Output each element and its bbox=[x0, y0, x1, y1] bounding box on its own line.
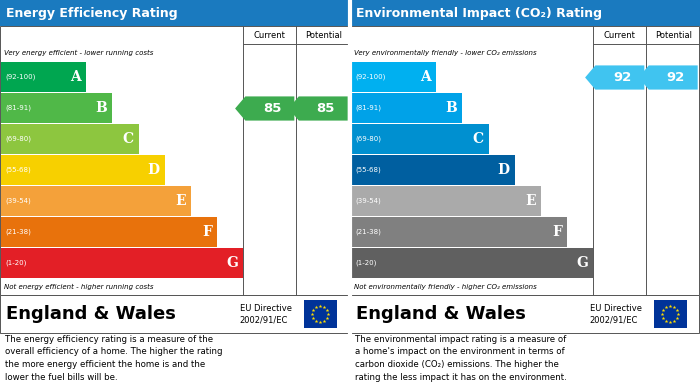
Text: (92-100): (92-100) bbox=[355, 74, 386, 80]
Text: C: C bbox=[122, 132, 134, 146]
Text: E: E bbox=[175, 194, 186, 208]
Text: D: D bbox=[148, 163, 160, 177]
Bar bbox=[0, 26, 349, 295]
Text: Energy Efficiency Rating: Energy Efficiency Rating bbox=[6, 7, 178, 20]
Text: (39-54): (39-54) bbox=[5, 197, 31, 204]
Text: EU Directive
2002/91/EC: EU Directive 2002/91/EC bbox=[589, 303, 642, 325]
Text: EU Directive
2002/91/EC: EU Directive 2002/91/EC bbox=[239, 303, 292, 325]
Text: B: B bbox=[446, 101, 458, 115]
Bar bbox=[654, 300, 687, 328]
Bar bbox=[350, 295, 699, 333]
Text: Not energy efficient - higher running costs: Not energy efficient - higher running co… bbox=[4, 284, 153, 290]
Bar bbox=[0, 0, 350, 26]
Text: Current: Current bbox=[254, 30, 286, 39]
Text: G: G bbox=[226, 256, 238, 270]
Bar bbox=[351, 124, 489, 154]
Text: A: A bbox=[421, 70, 431, 84]
Text: England & Wales: England & Wales bbox=[6, 305, 176, 323]
Text: The environmental impact rating is a measure of
a home's impact on the environme: The environmental impact rating is a mea… bbox=[355, 335, 567, 382]
Text: F: F bbox=[202, 225, 212, 239]
Text: 92: 92 bbox=[613, 71, 631, 84]
Text: G: G bbox=[576, 256, 588, 270]
Text: A: A bbox=[71, 70, 81, 84]
Polygon shape bbox=[585, 65, 644, 90]
Text: Environmental Impact (CO₂) Rating: Environmental Impact (CO₂) Rating bbox=[356, 7, 602, 20]
Bar bbox=[0, 295, 349, 333]
Text: (69-80): (69-80) bbox=[355, 136, 381, 142]
Bar bbox=[1, 186, 191, 215]
Text: (21-38): (21-38) bbox=[5, 228, 31, 235]
Bar bbox=[351, 62, 436, 91]
Text: 85: 85 bbox=[316, 102, 335, 115]
Bar bbox=[1, 248, 244, 278]
Text: (1-20): (1-20) bbox=[5, 260, 27, 266]
Text: Very energy efficient - lower running costs: Very energy efficient - lower running co… bbox=[4, 50, 153, 56]
Text: B: B bbox=[96, 101, 108, 115]
Text: The energy efficiency rating is a measure of the
overall efficiency of a home. T: The energy efficiency rating is a measur… bbox=[5, 335, 223, 382]
Bar bbox=[1, 124, 139, 154]
Polygon shape bbox=[235, 97, 294, 120]
Text: E: E bbox=[525, 194, 536, 208]
Polygon shape bbox=[288, 97, 348, 120]
Text: 85: 85 bbox=[263, 102, 281, 115]
Text: England & Wales: England & Wales bbox=[356, 305, 526, 323]
Bar bbox=[304, 300, 337, 328]
Bar bbox=[1, 217, 217, 246]
Bar bbox=[350, 0, 700, 26]
Bar bbox=[351, 93, 463, 122]
Polygon shape bbox=[638, 65, 698, 90]
Text: (39-54): (39-54) bbox=[355, 197, 381, 204]
Text: D: D bbox=[498, 163, 510, 177]
Bar bbox=[351, 217, 567, 246]
Text: (81-91): (81-91) bbox=[355, 104, 381, 111]
Text: F: F bbox=[552, 225, 562, 239]
Text: C: C bbox=[473, 132, 484, 146]
Text: (69-80): (69-80) bbox=[5, 136, 31, 142]
Text: (81-91): (81-91) bbox=[5, 104, 31, 111]
Text: Current: Current bbox=[604, 30, 636, 39]
Text: (55-68): (55-68) bbox=[5, 167, 31, 173]
Bar bbox=[1, 155, 164, 185]
Text: Potential: Potential bbox=[654, 30, 692, 39]
Text: (1-20): (1-20) bbox=[355, 260, 377, 266]
Bar bbox=[351, 155, 514, 185]
Bar bbox=[351, 186, 541, 215]
Text: (92-100): (92-100) bbox=[5, 74, 36, 80]
Text: (21-38): (21-38) bbox=[355, 228, 381, 235]
Text: Not environmentally friendly - higher CO₂ emissions: Not environmentally friendly - higher CO… bbox=[354, 284, 537, 290]
Text: (55-68): (55-68) bbox=[355, 167, 381, 173]
Text: Very environmentally friendly - lower CO₂ emissions: Very environmentally friendly - lower CO… bbox=[354, 50, 537, 56]
Bar bbox=[1, 93, 113, 122]
Bar bbox=[350, 26, 699, 295]
Text: 92: 92 bbox=[666, 71, 685, 84]
Bar bbox=[1, 62, 86, 91]
Text: Potential: Potential bbox=[304, 30, 342, 39]
Bar bbox=[351, 248, 594, 278]
